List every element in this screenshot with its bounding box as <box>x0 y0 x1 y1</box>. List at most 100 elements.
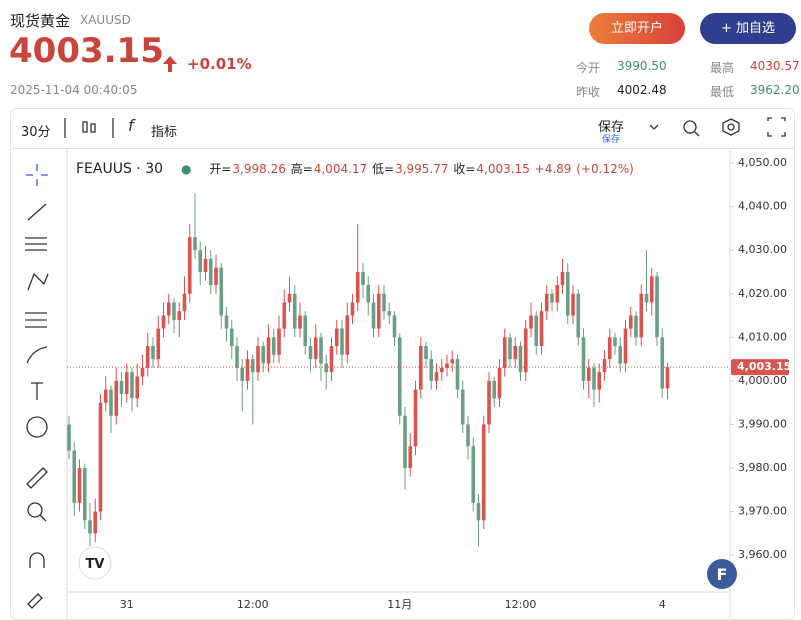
candle-body <box>550 293 554 303</box>
candle-body <box>93 511 98 534</box>
y-tick-label: 4,010.00 <box>738 330 787 343</box>
candle-body <box>172 302 176 320</box>
candle-body <box>198 250 203 272</box>
candle-body <box>193 237 197 251</box>
candle-body <box>235 346 239 368</box>
candle-body <box>214 267 218 286</box>
candle-body <box>350 302 355 316</box>
candle-body <box>508 337 512 360</box>
candle-body <box>109 389 113 416</box>
candle-body <box>665 367 670 389</box>
candle-body <box>628 315 633 329</box>
interval-button[interactable]: 30分 <box>21 125 51 140</box>
candle-body <box>497 367 502 399</box>
up-arrow <box>163 56 177 72</box>
candle-body <box>555 285 560 303</box>
candle-body <box>597 372 602 390</box>
candle-body <box>77 468 82 503</box>
candle-body <box>130 372 134 399</box>
save-subtext: 保存 <box>602 135 621 145</box>
candle-body <box>492 380 497 399</box>
candle-body <box>371 302 376 329</box>
status-dot: ● <box>181 162 192 176</box>
candle-body <box>397 337 402 416</box>
y-tick-label: 4,030.00 <box>738 243 787 256</box>
candle-body <box>250 359 255 373</box>
candle-body <box>439 367 444 373</box>
candle-body <box>434 372 439 381</box>
candle-body <box>124 372 129 394</box>
legend-value: 4,003.15 <box>476 162 530 176</box>
timestamp: 2025-11-04 00:40:05 <box>10 83 138 97</box>
candle-body <box>539 311 544 347</box>
candle-body <box>72 450 77 503</box>
candle-body <box>392 315 397 338</box>
candle-body <box>329 346 334 373</box>
candle-body <box>135 376 140 399</box>
candle-body <box>103 389 108 403</box>
candle-body <box>245 359 250 381</box>
indicators-button[interactable]: 指标 <box>151 125 178 140</box>
save-button[interactable]: 保存 <box>598 120 625 135</box>
add-watchlist-button[interactable]: + 加自选 <box>700 13 796 44</box>
stat-value: 4002.48 <box>617 83 667 97</box>
legend-key: 收= <box>453 162 476 176</box>
stat-value: 4030.57 <box>750 59 800 73</box>
candle-body <box>308 346 313 360</box>
candle-body <box>282 302 287 329</box>
candle-body <box>114 380 119 416</box>
candle-body <box>88 520 92 534</box>
candle-body <box>413 389 418 447</box>
candle-body <box>466 424 470 447</box>
candle-body <box>345 315 350 355</box>
legend-value: 4,004.17 <box>313 162 368 176</box>
candle-body <box>476 502 481 521</box>
candle-body <box>340 328 344 355</box>
stat-label: 昨收 <box>576 85 601 99</box>
candle-body <box>560 271 565 286</box>
y-tick-label: 3,970.00 <box>738 505 787 518</box>
candle-body <box>571 293 575 316</box>
candle-body <box>586 367 591 381</box>
candle-body <box>166 302 171 316</box>
last-price-label: 4,003.15 <box>737 360 791 373</box>
candle-body <box>256 346 260 373</box>
candle-body <box>334 328 339 347</box>
candle-body <box>140 367 145 377</box>
candle-body <box>471 446 476 503</box>
candle-body <box>660 337 665 389</box>
stat-value: 3990.50 <box>617 59 667 73</box>
legend-key: 开= <box>209 162 232 176</box>
symbol-name: 现货黄金 <box>10 12 71 30</box>
candle-body <box>450 359 455 364</box>
candle-body <box>618 346 623 364</box>
candle-body <box>424 346 428 360</box>
price-change: +0.01% <box>187 55 252 73</box>
candle-body <box>382 293 386 312</box>
candle-body <box>481 424 486 521</box>
candle-body <box>271 337 276 355</box>
candle-body <box>82 468 87 521</box>
candle-body <box>151 346 155 360</box>
y-tick-label: 4,000.00 <box>738 374 787 387</box>
candle-body <box>229 328 234 347</box>
candle-body <box>455 359 460 390</box>
candle-body <box>219 267 224 316</box>
candle-body <box>298 315 302 329</box>
candle-body <box>502 337 507 368</box>
open-account-button[interactable]: 立即开户 <box>589 13 685 44</box>
candle-body <box>376 293 381 329</box>
candle-body <box>313 337 318 360</box>
candle-body <box>518 346 523 373</box>
symbol-code: XAUUSD <box>80 13 131 27</box>
candle-body <box>366 285 371 303</box>
candle-body <box>182 293 187 312</box>
candle-body <box>655 276 659 338</box>
legend-change: +4.89 <box>534 162 572 176</box>
candle-body <box>623 328 628 364</box>
candle-body <box>177 311 182 320</box>
candle-body <box>303 315 308 347</box>
candle-body <box>261 346 266 364</box>
candle-body <box>613 337 617 347</box>
